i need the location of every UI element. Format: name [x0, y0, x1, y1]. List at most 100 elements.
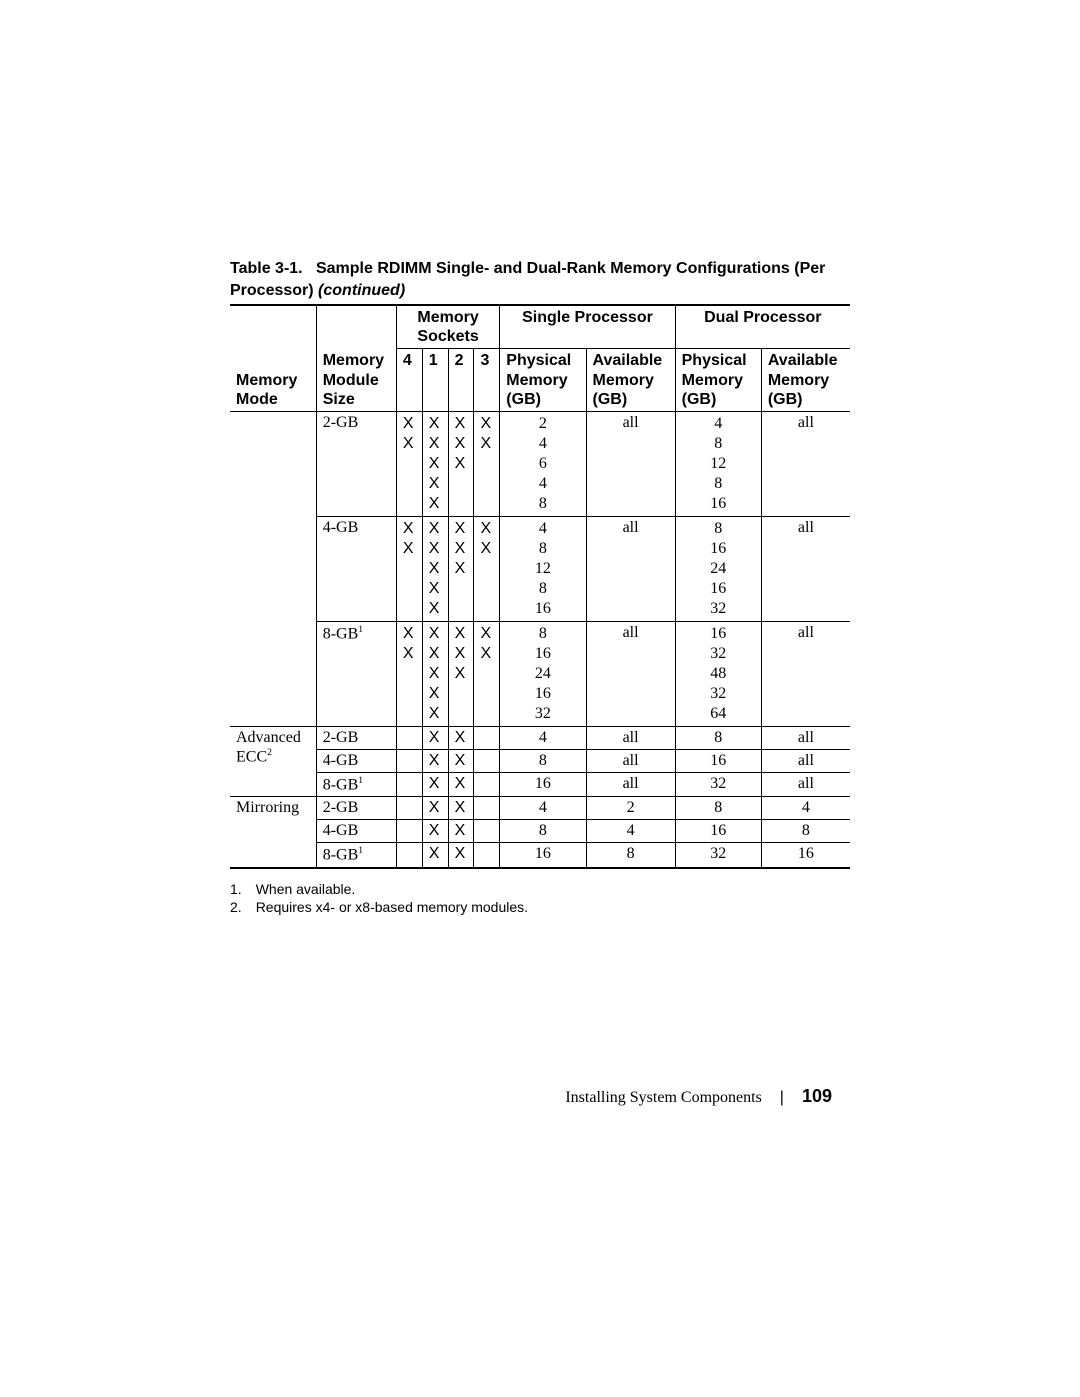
sp-avail: all	[586, 621, 675, 726]
header-sp-available: Available Memory (GB)	[586, 349, 675, 412]
sp-avail: all	[586, 772, 675, 796]
size-4gb: 4-GB	[316, 820, 396, 843]
sock3	[474, 843, 500, 868]
caption-label: Table 3-1.	[230, 260, 303, 277]
footer-chapter: Installing System Components	[565, 1089, 761, 1107]
dp-avail: all	[761, 726, 850, 749]
sock2-col: X X X	[455, 414, 468, 474]
dp-avail: 4	[761, 797, 850, 820]
sock1: X	[422, 772, 448, 796]
page-footer: Installing System Components | 109	[0, 1086, 1080, 1107]
size-4gb: 4-GB	[316, 516, 396, 621]
size-2gb: 2-GB	[316, 411, 396, 516]
sock1-col: X X X X X	[429, 414, 442, 514]
sp-phys: 2 4 6 4 8	[506, 414, 579, 514]
sp-avail: 4	[586, 820, 675, 843]
dp-avail: all	[761, 749, 850, 772]
sock1: X	[422, 820, 448, 843]
sp-phys: 16	[500, 843, 586, 868]
sp-avail: all	[586, 726, 675, 749]
sock2: X	[448, 797, 474, 820]
sock3	[474, 797, 500, 820]
footnote-2-text: Requires x4- or x8-based memory modules.	[256, 898, 528, 916]
dp-phys: 4 8 12 8 16	[682, 414, 755, 514]
header-single-processor: Single Processor	[500, 305, 675, 349]
dp-phys: 32	[675, 772, 761, 796]
header-dp-available: Available Memory (GB)	[761, 349, 850, 412]
sock2: X	[448, 843, 474, 868]
sock2: X	[448, 772, 474, 796]
mode-mirroring: Mirroring	[230, 797, 316, 868]
sock4	[396, 749, 422, 772]
dp-phys: 1632483264	[682, 624, 755, 724]
header-memory-sockets: Memory Sockets	[396, 305, 499, 349]
sp-avail: all	[586, 411, 675, 516]
footnote-2-number: 2.	[230, 898, 242, 916]
sock2-col: XXX	[455, 519, 468, 579]
sock1-col: XXXXX	[429, 519, 442, 619]
footnote-1-text: When available.	[256, 880, 356, 898]
dp-avail: all	[761, 621, 850, 726]
header-socket-3: 3	[474, 349, 500, 412]
dp-avail: 8	[761, 820, 850, 843]
sock1: X	[422, 843, 448, 868]
sock1-col: XXXXX	[429, 624, 442, 724]
sock2: X	[448, 749, 474, 772]
dp-avail: all	[761, 516, 850, 621]
sp-phys: 8	[500, 820, 586, 843]
size-8gb: 8-GB1	[316, 843, 396, 868]
sock3-col: XX	[480, 519, 493, 559]
sock4-col: X X	[403, 414, 416, 454]
header-dp-physical: Physical Memory (GB)	[675, 349, 761, 412]
sp-phys: 8	[500, 749, 586, 772]
sp-avail: all	[586, 749, 675, 772]
dp-phys: 32	[675, 843, 761, 868]
sock4-col: XX	[403, 519, 416, 559]
sock1: X	[422, 726, 448, 749]
header-sp-physical: Physical Memory (GB)	[500, 349, 586, 412]
table-caption: Table 3-1. Sample RDIMM Single- and Dual…	[230, 258, 850, 301]
header-socket-4: 4	[396, 349, 422, 412]
footnotes: 1. When available. 2. Requires x4- or x8…	[230, 880, 528, 916]
header-socket-2: 2	[448, 349, 474, 412]
sock4	[396, 797, 422, 820]
sp-avail: all	[586, 516, 675, 621]
sock4	[396, 843, 422, 868]
sp-phys: 4812816	[506, 519, 579, 619]
dp-avail: all	[761, 772, 850, 796]
size-2gb: 2-GB	[316, 797, 396, 820]
footer-separator: |	[780, 1089, 784, 1107]
dp-phys: 16	[675, 749, 761, 772]
sock3	[474, 749, 500, 772]
header-dual-processor: Dual Processor	[675, 305, 850, 349]
sp-phys: 16	[500, 772, 586, 796]
size-2gb: 2-GB	[316, 726, 396, 749]
sock4-col: XX	[403, 624, 416, 664]
mode-advanced-ecc: Advanced ECC2	[230, 726, 316, 796]
sp-phys: 4	[500, 726, 586, 749]
size-8gb: 8-GB1	[316, 772, 396, 796]
dp-phys: 16	[675, 820, 761, 843]
sock1: X	[422, 797, 448, 820]
memory-config-table: Memory Mode Memory Module Size Memory So…	[230, 304, 850, 869]
sock2-col: XXX	[455, 624, 468, 684]
sp-phys: 4	[500, 797, 586, 820]
sp-avail: 8	[586, 843, 675, 868]
footer-page-number: 109	[802, 1086, 832, 1107]
sp-avail: 2	[586, 797, 675, 820]
dp-avail: all	[761, 411, 850, 516]
size-4gb: 4-GB	[316, 749, 396, 772]
dp-phys: 8	[675, 726, 761, 749]
mode-blank	[230, 411, 316, 726]
sock2: X	[448, 820, 474, 843]
sock4	[396, 726, 422, 749]
header-memory-mode: Memory Mode	[230, 305, 316, 411]
sock3	[474, 820, 500, 843]
sock3	[474, 726, 500, 749]
sock2: X	[448, 726, 474, 749]
sock4	[396, 772, 422, 796]
sock4	[396, 820, 422, 843]
footnote-1-number: 1.	[230, 880, 242, 898]
sp-phys: 816241632	[506, 624, 579, 724]
sock1: X	[422, 749, 448, 772]
